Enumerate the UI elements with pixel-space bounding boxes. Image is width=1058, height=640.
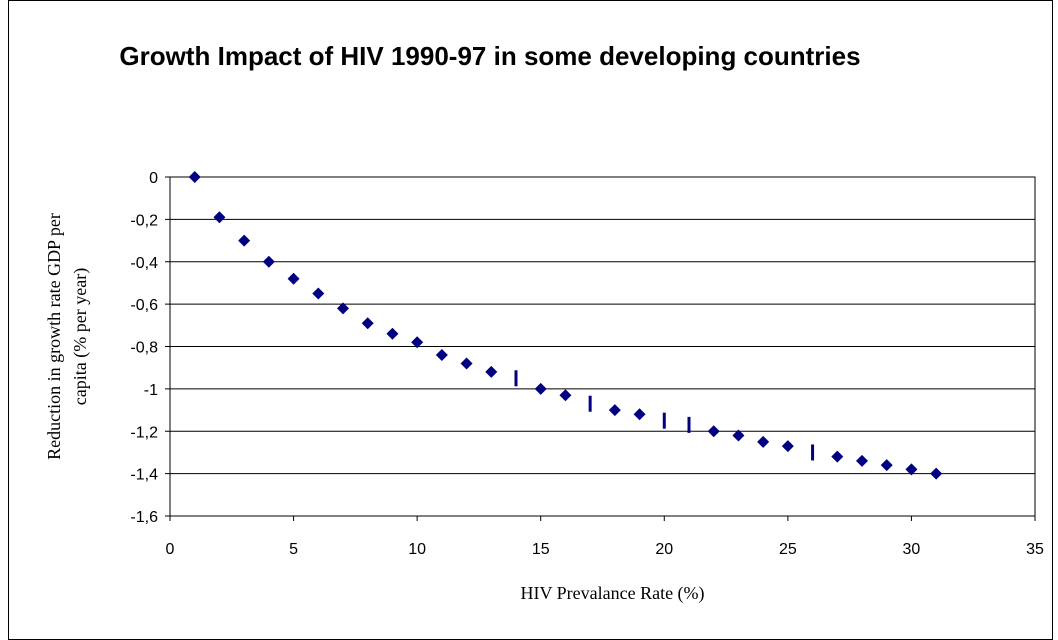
data-point — [361, 317, 374, 330]
data-point — [287, 272, 300, 285]
data-point — [707, 425, 720, 438]
x-tick-label: 0 — [166, 541, 175, 558]
data-point — [930, 467, 943, 480]
data-point — [238, 234, 251, 247]
data-point — [337, 302, 349, 315]
data-point — [411, 336, 424, 349]
data-point — [608, 404, 621, 417]
y-tick-label: -1 — [144, 382, 158, 399]
gridlines — [170, 176, 1035, 517]
data-point — [662, 412, 666, 429]
y-tick-label: -1,2 — [130, 424, 158, 441]
x-tick-label: 30 — [903, 541, 921, 558]
y-tick-label: -1,6 — [130, 509, 158, 526]
y-axis-ticks: 0 -0,2 -0,4 -0,6 -0,8 -1 -1,2 -1,4 -1,6 — [130, 170, 170, 526]
x-tick-label: 10 — [408, 541, 426, 558]
data-point — [781, 440, 794, 453]
data-point — [856, 454, 868, 467]
x-tick-label: 35 — [1026, 541, 1044, 558]
data-point — [534, 382, 547, 395]
data-point — [732, 429, 745, 442]
y-tick-label: -0,6 — [130, 297, 158, 314]
chart-area — [8, 0, 1053, 640]
data-point — [757, 435, 770, 448]
data-point — [559, 389, 572, 402]
data-point — [514, 370, 518, 387]
data-point — [262, 255, 275, 268]
y-tick-label: -0,4 — [130, 255, 158, 272]
x-tick-label: 15 — [532, 541, 550, 558]
data-point — [687, 416, 691, 433]
data-point — [831, 450, 844, 463]
x-axis-title: HIV Prevalance Rate (%) — [520, 583, 704, 604]
y-tick-label: -0,8 — [130, 340, 158, 357]
data-point — [435, 348, 448, 361]
y-tick-label: -1,4 — [130, 467, 158, 484]
x-tick-label: 20 — [655, 541, 673, 558]
data-point — [880, 459, 893, 472]
data-point — [386, 327, 399, 340]
data-point — [312, 287, 325, 300]
data-point — [811, 444, 815, 461]
data-point — [633, 408, 646, 421]
data-point — [485, 365, 498, 378]
y-axis-title-line1: Reduction in growth rate GDP per — [44, 213, 64, 460]
data-series — [188, 171, 943, 480]
chart-title: Growth Impact of HIV 1990-97 in some dev… — [119, 41, 861, 71]
y-tick-label: -0,2 — [130, 212, 158, 229]
data-point — [588, 395, 592, 412]
data-point — [188, 171, 201, 183]
data-point — [905, 463, 918, 476]
y-tick-label: 0 — [149, 170, 158, 187]
y-axis-title-line2: capita (% per year) — [70, 268, 91, 405]
data-point — [213, 211, 226, 224]
x-axis-ticks: 0 5 10 15 20 25 30 35 — [166, 516, 1044, 558]
data-point — [460, 357, 473, 370]
x-tick-label: 25 — [779, 541, 797, 558]
x-tick-label: 5 — [289, 541, 298, 558]
